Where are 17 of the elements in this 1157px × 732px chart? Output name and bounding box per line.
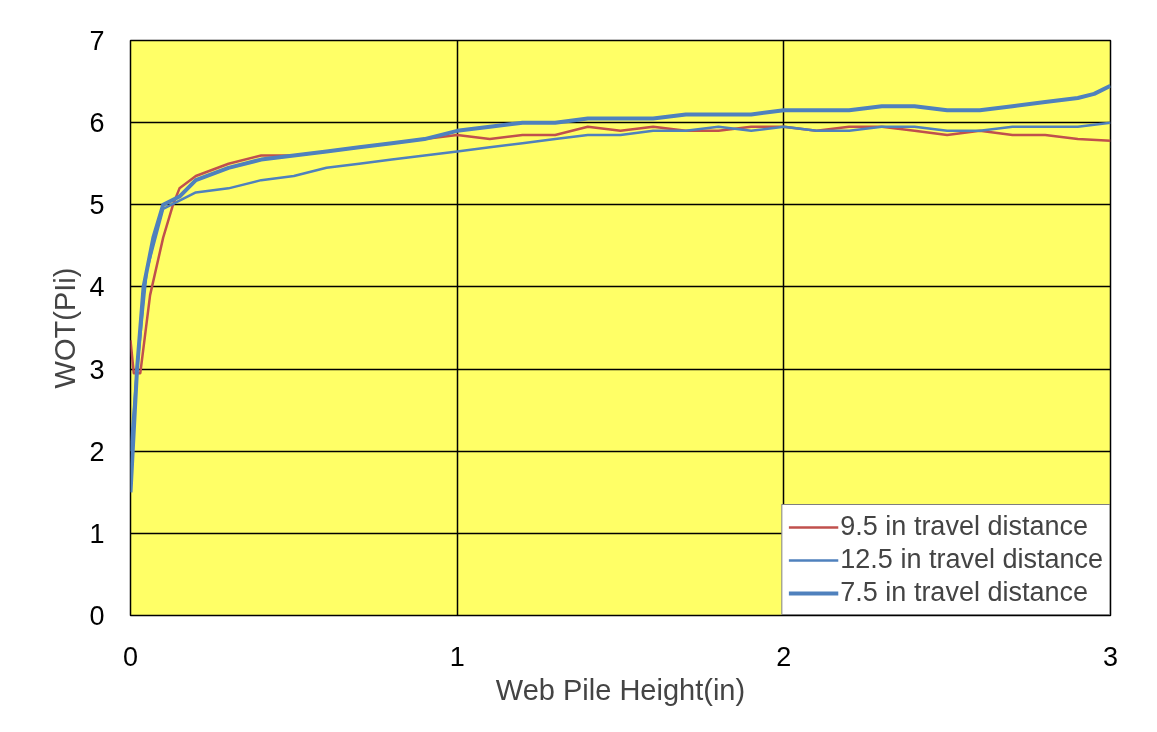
y-tick-label: 5 xyxy=(89,190,105,221)
x-tick-label: 1 xyxy=(449,641,465,672)
legend-label: 9.5 in travel distance xyxy=(840,511,1088,542)
y-tick-label: 0 xyxy=(89,601,105,631)
y-tick-label: 7 xyxy=(89,26,105,56)
y-tick-label: 4 xyxy=(89,272,105,303)
x-axis-title: Web Pile Height(in) xyxy=(495,673,746,706)
legend-label: 7.5 in travel distance xyxy=(840,577,1088,608)
legend-label: 12.5 in travel distance xyxy=(840,544,1103,575)
x-tick-label: 3 xyxy=(1102,641,1119,672)
x-tick-label: 2 xyxy=(776,641,792,672)
y-tick-label: 1 xyxy=(89,518,105,549)
y-axis-title: WOT(PIi) xyxy=(49,267,82,389)
y-tick-label: 3 xyxy=(89,354,105,385)
y-tick-label: 6 xyxy=(89,108,105,139)
y-tick-label: 2 xyxy=(89,436,105,467)
x-tick-label: 0 xyxy=(122,641,139,672)
